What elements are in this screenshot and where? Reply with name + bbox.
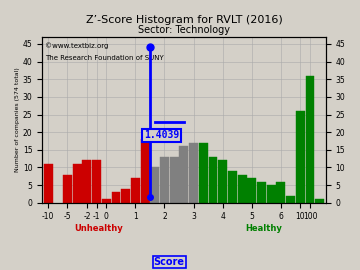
Bar <box>238 174 247 203</box>
Bar <box>160 157 169 203</box>
Text: Sector: Technology: Sector: Technology <box>138 25 230 35</box>
Bar <box>44 164 53 203</box>
Bar <box>73 164 82 203</box>
Title: Z’-Score Histogram for RVLT (2016): Z’-Score Histogram for RVLT (2016) <box>86 15 282 25</box>
Bar <box>82 160 91 203</box>
Bar <box>199 143 208 203</box>
Bar <box>208 157 217 203</box>
Text: Healthy: Healthy <box>245 224 282 233</box>
Text: ©www.textbiz.org: ©www.textbiz.org <box>45 42 108 49</box>
Bar <box>306 76 315 203</box>
Text: 1.4039: 1.4039 <box>144 130 179 140</box>
Bar <box>121 189 130 203</box>
Bar <box>179 146 188 203</box>
Bar <box>315 199 324 203</box>
Bar <box>102 199 111 203</box>
Bar <box>247 178 256 203</box>
Text: Unhealthy: Unhealthy <box>75 224 123 233</box>
Bar <box>112 192 121 203</box>
Bar <box>218 160 227 203</box>
Text: The Research Foundation of SUNY: The Research Foundation of SUNY <box>45 55 164 61</box>
Bar <box>286 196 295 203</box>
Text: Score: Score <box>154 257 185 267</box>
Bar <box>92 160 101 203</box>
Bar <box>170 157 179 203</box>
Bar <box>257 182 266 203</box>
Bar <box>131 178 140 203</box>
Bar <box>228 171 237 203</box>
Bar <box>189 143 198 203</box>
Bar <box>63 174 72 203</box>
Bar <box>296 111 305 203</box>
Bar <box>267 185 276 203</box>
Bar <box>150 167 159 203</box>
Bar <box>276 182 285 203</box>
Bar <box>141 139 149 203</box>
Y-axis label: Number of companies (574 total): Number of companies (574 total) <box>15 68 20 172</box>
